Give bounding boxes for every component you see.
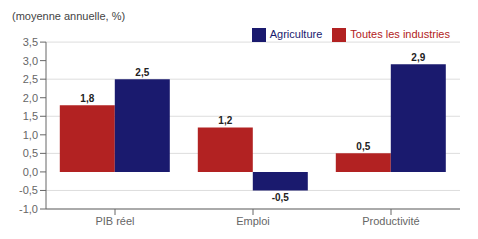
svg-text:2,5: 2,5: [135, 67, 149, 78]
svg-text:Productivité: Productivité: [362, 215, 419, 227]
svg-text:1,2: 1,2: [218, 115, 232, 126]
svg-text:3,5: 3,5: [23, 36, 38, 48]
svg-text:1,8: 1,8: [80, 93, 94, 104]
svg-text:2,9: 2,9: [411, 52, 425, 63]
html-text:Toutes les industries: Toutes les industries: [350, 28, 450, 40]
html-text:(moyenne annuelle, %): (moyenne annuelle, %): [12, 10, 126, 22]
svg-text:0,0: 0,0: [23, 166, 38, 178]
svg-text:2,5: 2,5: [23, 73, 38, 85]
html-text:Agriculture: Agriculture: [269, 28, 323, 40]
svg-text:1,0: 1,0: [23, 129, 38, 141]
svg-text:-0,5: -0,5: [272, 192, 290, 203]
svg-text:Emploi: Emploi: [236, 215, 270, 227]
svg-text:3,0: 3,0: [23, 55, 38, 67]
svg-text:-0,5: -0,5: [19, 184, 38, 196]
svg-text:1,5: 1,5: [23, 110, 38, 122]
svg-text:0,5: 0,5: [356, 141, 370, 152]
svg-text:-1,0: -1,0: [19, 203, 38, 215]
svg-text:2,0: 2,0: [23, 92, 38, 104]
svg-text:PIB réel: PIB réel: [95, 215, 134, 227]
svg-text:0,5: 0,5: [23, 147, 38, 159]
